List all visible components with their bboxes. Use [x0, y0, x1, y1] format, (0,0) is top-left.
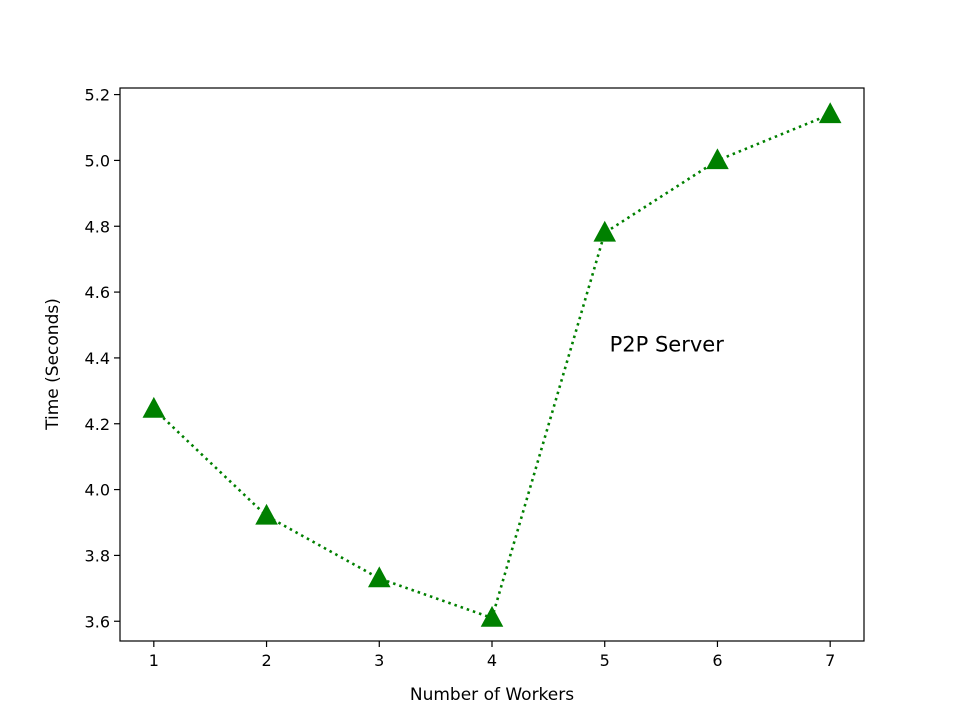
y-tick-label: 4.6 [85, 283, 110, 302]
x-tick-label: 7 [825, 651, 835, 670]
y-tick-label: 4.4 [85, 349, 110, 368]
y-tick-label: 5.0 [85, 151, 110, 170]
x-tick-label: 4 [487, 651, 497, 670]
y-tick-label: 5.2 [85, 86, 110, 105]
y-axis-label: Time (Seconds) [43, 298, 63, 431]
y-tick-label: 4.2 [85, 415, 110, 434]
series-line [152, 113, 831, 620]
data-point-marker [367, 566, 391, 588]
data-point-marker [255, 503, 278, 525]
y-tick-label: 3.8 [85, 546, 110, 565]
y-tick-label: 4.8 [85, 217, 110, 236]
series-layer [142, 102, 842, 627]
plot-area [119, 87, 865, 642]
data-point-marker [142, 396, 166, 418]
data-point-marker [706, 148, 729, 170]
y-tick-label: 3.6 [85, 612, 110, 631]
x-tick-label: 5 [600, 651, 610, 670]
annotation-label: P2P Server [610, 332, 725, 356]
x-axis-label: Number of Workers [410, 685, 574, 705]
data-point-marker [480, 605, 504, 627]
x-tick-label: 6 [712, 651, 722, 670]
y-axis: 3.6 3.8 4.0 4.2 4.4 4.6 4.8 5.0 5.2 [85, 86, 120, 631]
x-tick-label: 3 [374, 651, 384, 670]
data-point-marker [818, 102, 842, 124]
x-tick-label: 1 [149, 651, 159, 670]
y-tick-label: 4.0 [85, 481, 110, 500]
x-tick-label: 2 [261, 651, 271, 670]
plot-frame [119, 87, 865, 642]
x-axis: 1 2 3 4 5 6 7 [149, 641, 835, 670]
data-point-marker [593, 220, 617, 242]
